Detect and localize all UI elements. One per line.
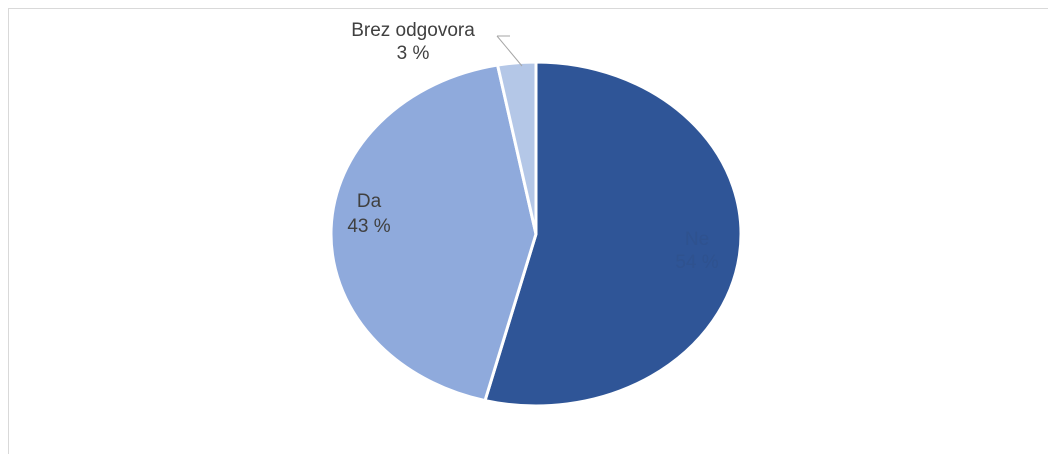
slice-label-brez-odgovora: Brez odgovora [351,20,475,41]
slice-label-ne: Ne [685,229,709,250]
slice-pct-da: 43 % [347,216,390,237]
chart-frame [8,8,1048,454]
slice-label-da: Da [357,191,382,212]
pie-slice-brez-odgovora [495,60,538,235]
leader-line-brez-odgovora [496,35,523,67]
pie-slice-da [329,63,538,403]
pie-slices [329,60,743,408]
slice-pct-ne: 54 % [675,252,718,273]
pie-slice-ne [483,60,743,408]
slice-pct-brez-odgovora: 3 % [397,43,430,64]
